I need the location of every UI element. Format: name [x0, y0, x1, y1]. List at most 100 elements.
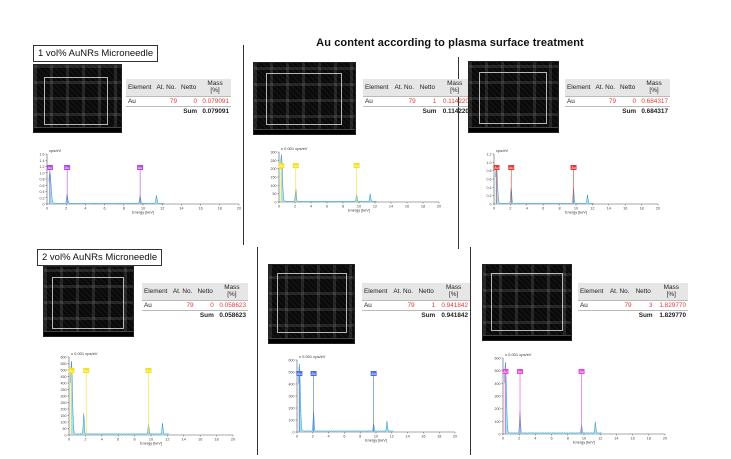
- header-element: Element: [578, 283, 608, 301]
- y-tick-label: 1.6: [40, 153, 45, 157]
- x-tick-label: 6: [104, 207, 106, 211]
- x-tick-label: 18: [647, 437, 651, 441]
- header-mass: Mass [%]: [215, 283, 248, 301]
- y-tick-label: 0.6: [40, 184, 45, 188]
- cell-atno: 79: [593, 95, 619, 107]
- y-tick-label: 0.2: [40, 196, 45, 200]
- cell-netto: 1: [417, 95, 439, 107]
- au-marker-label: Au: [579, 370, 583, 374]
- y-tick-label: 200: [289, 407, 295, 411]
- cell-sum-label: Sum: [633, 309, 655, 320]
- cell-sum: 1.829770: [654, 309, 688, 320]
- cell-mass: 0.941842: [437, 299, 470, 311]
- divider-top-right: [458, 57, 460, 249]
- spectrum-line: [504, 362, 602, 434]
- x-tick-label: 12: [160, 207, 164, 211]
- au-marker-label: Au: [311, 372, 315, 376]
- y-tick-label: 350: [61, 388, 67, 392]
- spectrum-line: [48, 172, 165, 204]
- y-tick-label: 300: [495, 395, 501, 399]
- result-table-2: Element At. No. Netto Mass [%] Au 79 1 0.…: [363, 79, 471, 116]
- y-tick-label: 250: [271, 159, 277, 163]
- x-tick-label: 2: [509, 207, 511, 211]
- y-tick-label: 400: [61, 382, 67, 386]
- sem-image-4: [43, 266, 134, 337]
- sem-image-1: [33, 64, 122, 133]
- header-netto: Netto: [416, 283, 438, 301]
- au-marker-label: Au: [494, 166, 498, 170]
- table-row-au: Au 79 0 0.684317: [565, 95, 670, 107]
- au-marker-badge: [370, 371, 377, 376]
- x-tick-label: 0: [68, 438, 70, 442]
- cell-sum: 0.941842: [437, 309, 470, 320]
- y-tick-label: 1.4: [40, 159, 45, 163]
- au-marker-badge: [137, 165, 144, 170]
- cell-sum-label: Sum: [416, 309, 438, 320]
- y-tick-label: 200: [61, 408, 67, 412]
- cell-sum-label: Sum: [417, 105, 439, 116]
- x-tick-label: 2: [312, 435, 314, 439]
- header-element: Element: [126, 79, 155, 97]
- figure-title: Au content according to plasma surface t…: [316, 37, 584, 49]
- y-tick-label: 0.4: [487, 186, 492, 190]
- au-marker-label: Au: [571, 166, 575, 170]
- header-element: Element: [565, 79, 594, 97]
- au-marker-badge: [310, 371, 317, 376]
- y-tick-label: 0: [293, 431, 295, 435]
- y-tick-label: 150: [271, 176, 277, 180]
- x-tick-label: 16: [198, 207, 202, 211]
- y-tick-label: 500: [495, 369, 501, 373]
- x-tick-label: 8: [359, 435, 361, 439]
- cell-mass: 0.114220: [438, 95, 471, 107]
- cell-mass: 0.684317: [638, 95, 670, 107]
- x-tick-label: 18: [437, 435, 441, 439]
- cell-netto: 0: [195, 299, 216, 311]
- y-tick-label: 0: [43, 203, 45, 207]
- y-tick-label: 250: [61, 401, 67, 405]
- x-tick-label: 0: [296, 435, 298, 439]
- au-marker-label: Au: [518, 370, 522, 374]
- x-tick-label: 6: [343, 435, 345, 439]
- cell-sum-label: Sum: [195, 309, 216, 320]
- y-axis-label: x 0.001 cps/eV: [71, 351, 98, 356]
- header-netto: Netto: [179, 79, 200, 97]
- au-marker-badge: [570, 165, 577, 170]
- au-marker-label: Au: [509, 166, 513, 170]
- cell-atno: 79: [170, 299, 196, 311]
- x-tick-label: 4: [526, 207, 528, 211]
- y-axis-label: cps/eV: [49, 148, 62, 153]
- y-axis-label: cps/eV: [496, 148, 509, 153]
- x-tick-label: 18: [639, 207, 643, 211]
- y-tick-label: 0: [490, 203, 492, 207]
- x-tick-label: 10: [582, 437, 586, 441]
- spectrum-line: [298, 363, 394, 432]
- x-axis-label: Energy [keV]: [140, 442, 162, 446]
- au-marker-label: Au: [69, 369, 73, 373]
- cell-atno: 79: [392, 95, 418, 107]
- y-tick-label: 50: [273, 192, 277, 196]
- y-tick-label: 450: [61, 375, 67, 379]
- y-tick-label: 0: [275, 201, 277, 205]
- au-marker-badge: [493, 165, 500, 170]
- x-tick-label: 4: [534, 437, 536, 441]
- y-axis-label: x 0.001 cps/eV: [281, 146, 308, 151]
- header-mass: Mass [%]: [437, 283, 470, 301]
- x-tick-label: 2: [294, 205, 296, 209]
- x-tick-label: 12: [373, 205, 377, 209]
- spectrum-line: [70, 361, 170, 435]
- x-tick-label: 6: [117, 438, 119, 442]
- x-tick-label: 10: [374, 435, 378, 439]
- x-tick-label: 8: [123, 207, 125, 211]
- header-netto: Netto: [618, 79, 639, 97]
- y-tick-label: 1.0: [40, 171, 45, 175]
- header-element: Element: [363, 79, 393, 97]
- row-label-1vol: 1 vol% AuNRs Microneedle: [33, 45, 159, 62]
- cell-netto: 0: [618, 95, 639, 107]
- x-tick-label: 16: [198, 438, 202, 442]
- cell-sum: 0.058623: [215, 309, 248, 320]
- x-tick-label: 0: [493, 207, 495, 211]
- au-marker-badge: [278, 163, 285, 168]
- x-tick-label: 20: [237, 207, 241, 211]
- y-tick-label: 400: [289, 383, 295, 387]
- x-tick-label: 8: [342, 205, 344, 209]
